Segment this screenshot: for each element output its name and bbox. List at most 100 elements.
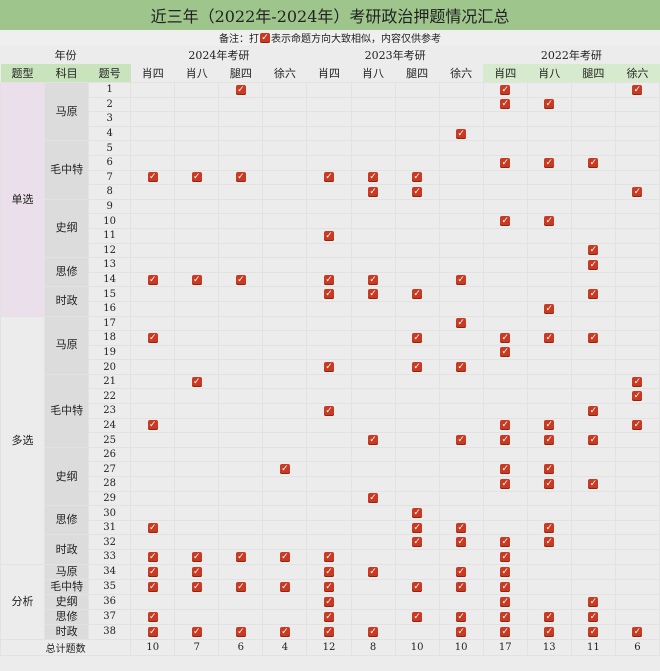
match-cell	[438, 505, 484, 521]
match-cell: ✓	[526, 417, 572, 434]
checkbox-checked-icon: ✓	[279, 626, 290, 637]
match-cell	[262, 359, 308, 375]
year-2022: 2022年考研	[483, 45, 660, 64]
match-cell: ✓	[570, 242, 616, 259]
table-row: 4 ✓	[1, 125, 660, 142]
subject-cell: 史纲	[44, 446, 90, 507]
subject-cell: 思修	[44, 608, 90, 625]
match-cell: ✓	[350, 286, 396, 302]
match-cell: ✓	[350, 169, 396, 186]
match-cell: ✓	[174, 169, 220, 186]
match-cell	[526, 593, 572, 610]
match-cell	[394, 417, 440, 434]
footer-strip	[0, 655, 660, 670]
match-cell	[262, 242, 308, 259]
match-cell	[570, 96, 616, 113]
match-cell	[174, 608, 220, 625]
match-cell	[526, 403, 572, 419]
checkbox-checked-icon: ✓	[500, 464, 511, 475]
match-cell	[438, 300, 484, 317]
match-cell	[438, 198, 484, 215]
table-row: 6 ✓ ✓ ✓	[1, 154, 660, 171]
table-row: 分析 马原 34 ✓ ✓ ✓ ✓ ✓ ✓	[0, 563, 660, 640]
table-row: 23 ✓ ✓	[1, 403, 660, 419]
match-cell	[130, 257, 176, 273]
checkbox-checked-icon: ✓	[588, 405, 599, 416]
checkbox-checked-icon: ✓	[147, 566, 158, 577]
match-cell: ✓	[306, 608, 352, 625]
match-cell	[350, 344, 396, 361]
match-cell	[218, 461, 264, 478]
match-cell	[394, 300, 440, 317]
match-cell	[306, 344, 352, 361]
checkbox-checked-icon: ✓	[191, 581, 202, 592]
table-row: 单选 马原 1 ✓ ✓ ✓	[0, 81, 660, 317]
question-number: 7	[88, 169, 132, 186]
match-cell: ✓	[482, 344, 528, 361]
match-cell: ✓	[438, 125, 484, 142]
match-cell	[218, 388, 264, 405]
match-cell	[306, 476, 352, 492]
match-cell	[306, 184, 352, 200]
match-cell	[482, 359, 528, 375]
question-number: 12	[88, 242, 132, 259]
subject-cell: 马原	[44, 81, 90, 142]
table-row: 时政 15 ✓ ✓ ✓ ✓	[1, 286, 660, 317]
match-cell	[306, 461, 352, 478]
checkbox-checked-icon: ✓	[235, 274, 246, 285]
match-cell	[482, 111, 528, 127]
header-author: 腿四	[395, 64, 440, 83]
match-cell	[130, 125, 176, 142]
header-subject: 科目	[44, 64, 89, 83]
year-2024: 2024年考研	[130, 45, 307, 64]
subject-cell: 毛中特	[44, 140, 90, 200]
match-cell	[130, 476, 176, 492]
question-number: 30	[88, 505, 132, 521]
table-row: 27 ✓ ✓ ✓	[1, 461, 660, 478]
match-cell	[482, 257, 528, 273]
match-cell	[306, 373, 352, 390]
header-author: 腿四	[571, 64, 616, 83]
subject-cell: 思修	[44, 257, 90, 288]
match-cell	[130, 359, 176, 375]
match-cell	[350, 82, 396, 98]
match-cell	[174, 242, 220, 259]
match-cell: ✓	[174, 549, 220, 565]
checkbox-checked-icon: ✓	[500, 566, 511, 577]
checkbox-checked-icon: ✓	[323, 596, 334, 607]
match-cell	[350, 227, 396, 244]
match-cell	[614, 271, 660, 288]
match-cell	[526, 446, 572, 463]
checkbox-checked-icon: ✓	[323, 289, 334, 300]
match-cell	[614, 125, 660, 142]
match-cell	[130, 300, 176, 317]
match-cell	[262, 96, 308, 113]
match-cell	[262, 490, 308, 507]
match-cell: ✓	[394, 534, 440, 550]
checkbox-checked-icon: ✓	[260, 32, 270, 43]
match-cell: ✓	[350, 432, 396, 448]
match-cell	[570, 315, 616, 332]
subject-cell: 时政	[44, 534, 90, 565]
match-cell: ✓	[306, 227, 352, 244]
checkbox-checked-icon: ✓	[279, 464, 290, 475]
checkbox-checked-icon: ✓	[588, 626, 599, 637]
question-number: 38	[88, 623, 132, 640]
match-cell	[262, 505, 308, 521]
match-cell	[306, 432, 352, 448]
checkbox-checked-icon: ✓	[588, 478, 599, 489]
checkbox-checked-icon: ✓	[235, 581, 246, 592]
match-cell	[614, 549, 660, 565]
table-row: 毛中特 35 ✓ ✓ ✓ ✓ ✓ ✓ ✓ ✓	[1, 578, 660, 595]
match-cell	[306, 198, 352, 215]
match-cell	[526, 140, 572, 156]
subject-cell: 史纲	[44, 593, 90, 610]
match-cell	[570, 111, 616, 127]
match-cell	[262, 125, 308, 142]
checkbox-checked-icon: ✓	[147, 420, 158, 431]
match-cell	[306, 140, 352, 156]
total-count: 13	[526, 638, 572, 656]
match-cell	[306, 154, 352, 171]
match-cell: ✓	[306, 359, 352, 375]
match-cell	[350, 373, 396, 390]
